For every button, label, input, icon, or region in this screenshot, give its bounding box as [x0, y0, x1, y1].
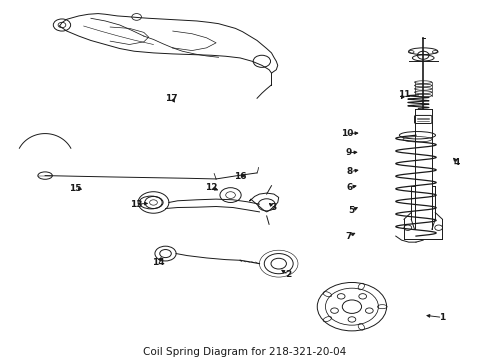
Text: 10: 10: [341, 129, 353, 138]
Text: 3: 3: [271, 203, 277, 212]
Text: 5: 5: [348, 206, 354, 215]
Text: 13: 13: [130, 200, 143, 209]
Text: 6: 6: [347, 183, 353, 192]
Text: 16: 16: [234, 172, 246, 181]
Text: 9: 9: [345, 148, 352, 157]
Text: 1: 1: [440, 313, 445, 322]
Text: 2: 2: [285, 270, 292, 279]
Text: 4: 4: [454, 158, 460, 167]
Text: 14: 14: [152, 258, 165, 267]
Text: 15: 15: [69, 184, 82, 193]
Text: Coil Spring Diagram for 218-321-20-04: Coil Spring Diagram for 218-321-20-04: [144, 347, 346, 357]
Text: 8: 8: [347, 167, 353, 176]
Text: 7: 7: [345, 231, 352, 240]
Text: 17: 17: [166, 94, 178, 103]
Text: 12: 12: [205, 183, 218, 192]
Text: 11: 11: [398, 90, 410, 99]
